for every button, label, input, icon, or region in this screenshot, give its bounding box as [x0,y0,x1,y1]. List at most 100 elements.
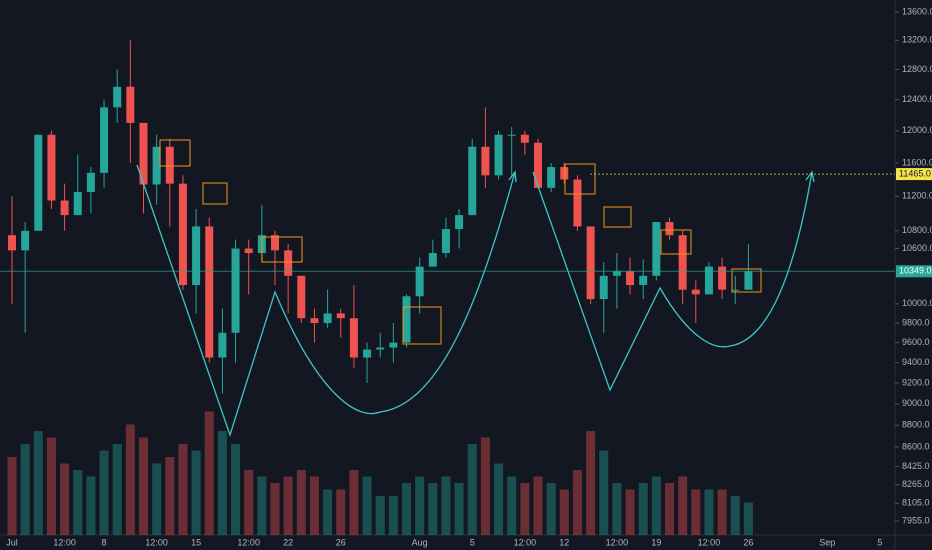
x-tick-label: 5 [877,537,882,547]
volume-bar [204,411,214,535]
volume-bar [99,450,109,535]
box [202,182,228,205]
x-tick-label: 12:00 [53,537,76,547]
x-tick-label: 12:00 [514,537,537,547]
x-tick-label: 8 [102,537,107,547]
volume-bar [323,489,333,535]
volume-bar [217,431,227,535]
candle-body [652,222,661,276]
candle-body [165,146,174,184]
volume-bar [73,470,83,535]
volume-bar [362,476,372,535]
volume-bar [33,431,43,535]
candle-body [349,318,358,358]
candle-body [47,134,56,201]
candle-body [297,275,306,319]
x-tick-label: 5 [470,537,475,547]
candle-body [731,289,740,291]
box [402,306,442,345]
candle-body [704,266,713,295]
y-tick-label: 9000.0 [902,398,930,408]
volume-bar [717,489,727,535]
volume-bar [112,444,122,535]
volume-bar [559,489,569,535]
volume-bar [178,444,188,535]
price-label-bg [896,265,932,278]
candle-body [205,226,214,358]
volume-bar [572,470,582,535]
x-tick-label: 12:00 [237,537,260,547]
volume-bar [296,470,306,535]
y-tick-label: 7955.0 [902,515,930,525]
volume-bar [454,483,464,535]
volume-bar [257,476,267,535]
x-tick-label: 19 [651,537,661,547]
y-tick-label: 9600.0 [902,337,930,347]
candle-body [8,235,16,251]
price-label: 11465.0 [899,168,931,178]
volume-bar [270,483,280,535]
volume-bar [599,450,609,535]
candle-body [310,318,319,324]
candle-body [481,146,490,176]
box [564,163,596,195]
volume-bar [152,463,162,535]
volume-bar [704,489,714,535]
candle-body [468,146,477,216]
y-tick-label: 8265.0 [902,479,930,489]
candle-body [139,122,148,185]
candle-body [455,215,464,230]
y-tick-label: 8600.0 [902,441,930,451]
candle-body [534,142,542,188]
volume-bar [441,476,451,535]
x-tick-label: 12:00 [145,537,168,547]
volume-bar [415,476,425,535]
y-tick-label: 9400.0 [902,357,930,367]
volume-bar [546,483,556,535]
candle-body [389,342,398,348]
candle-body [152,146,161,185]
candle-body [86,172,95,193]
volume-bar [428,483,438,535]
volume-bar [402,483,411,535]
candle-body [323,313,332,324]
cup-left [136,164,516,438]
candle-body [113,86,122,108]
candle-body [612,271,621,276]
y-tick-label: 12400.0 [902,94,932,104]
candle-body [626,271,635,286]
arrow [508,170,517,183]
x-tick-label: 26 [336,537,346,547]
candle-body [560,167,569,180]
candle-body [336,313,345,319]
box [660,229,692,255]
volume-layer [7,411,753,535]
candle-body [192,226,201,286]
arrow [805,170,815,183]
volume-bar [480,437,490,535]
pattern-lines [136,164,815,438]
volume-bar [283,476,293,535]
y-tick-label: 9200.0 [902,377,930,387]
y-tick-label: 12000.0 [902,125,932,135]
volume-bar [586,431,596,535]
candle-body [573,179,582,227]
volume-bar [638,483,648,535]
y-tick-label: 8105.0 [902,498,930,508]
volume-bar [60,463,70,535]
price-label: 10349.0 [899,266,932,276]
volume-bar [20,444,30,535]
y-tick-label: 10600.0 [902,243,932,253]
volume-bar [125,424,135,535]
candle-body [218,332,227,358]
candle-body [231,248,240,333]
y-tick-label: 11600.0 [902,157,932,167]
volume-bar [46,437,56,535]
volume-bar [139,437,148,535]
x-tick-label: Aug [412,537,428,547]
y-tick-label: 9800.0 [902,317,930,327]
candle-body [244,248,253,254]
y-tick-label: 11200.0 [902,191,932,201]
volume-bar [612,483,622,535]
